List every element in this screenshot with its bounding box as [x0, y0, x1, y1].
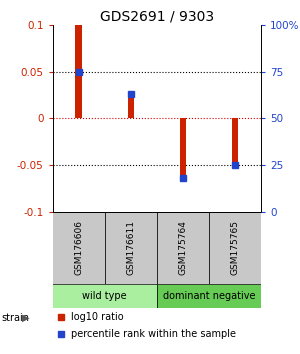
- Text: dominant negative: dominant negative: [163, 291, 255, 301]
- Bar: [128, 95, 134, 118]
- Text: wild type: wild type: [82, 291, 127, 301]
- Bar: [157, 212, 209, 284]
- Title: GDS2691 / 9303: GDS2691 / 9303: [100, 10, 214, 24]
- Text: strain: strain: [2, 313, 29, 322]
- Bar: [157, 284, 261, 308]
- Text: GSM176606: GSM176606: [74, 220, 83, 275]
- Bar: [105, 212, 157, 284]
- Bar: [52, 284, 157, 308]
- Text: ▶: ▶: [22, 313, 29, 322]
- Text: log10 ratio: log10 ratio: [71, 312, 124, 322]
- Text: percentile rank within the sample: percentile rank within the sample: [71, 330, 236, 339]
- Bar: [209, 212, 261, 284]
- Bar: [52, 212, 105, 284]
- Bar: [232, 118, 238, 165]
- Text: GSM176611: GSM176611: [126, 220, 135, 275]
- Bar: [75, 25, 82, 118]
- Bar: [180, 118, 186, 179]
- Text: GSM175764: GSM175764: [178, 220, 187, 275]
- Text: GSM175765: GSM175765: [230, 220, 239, 275]
